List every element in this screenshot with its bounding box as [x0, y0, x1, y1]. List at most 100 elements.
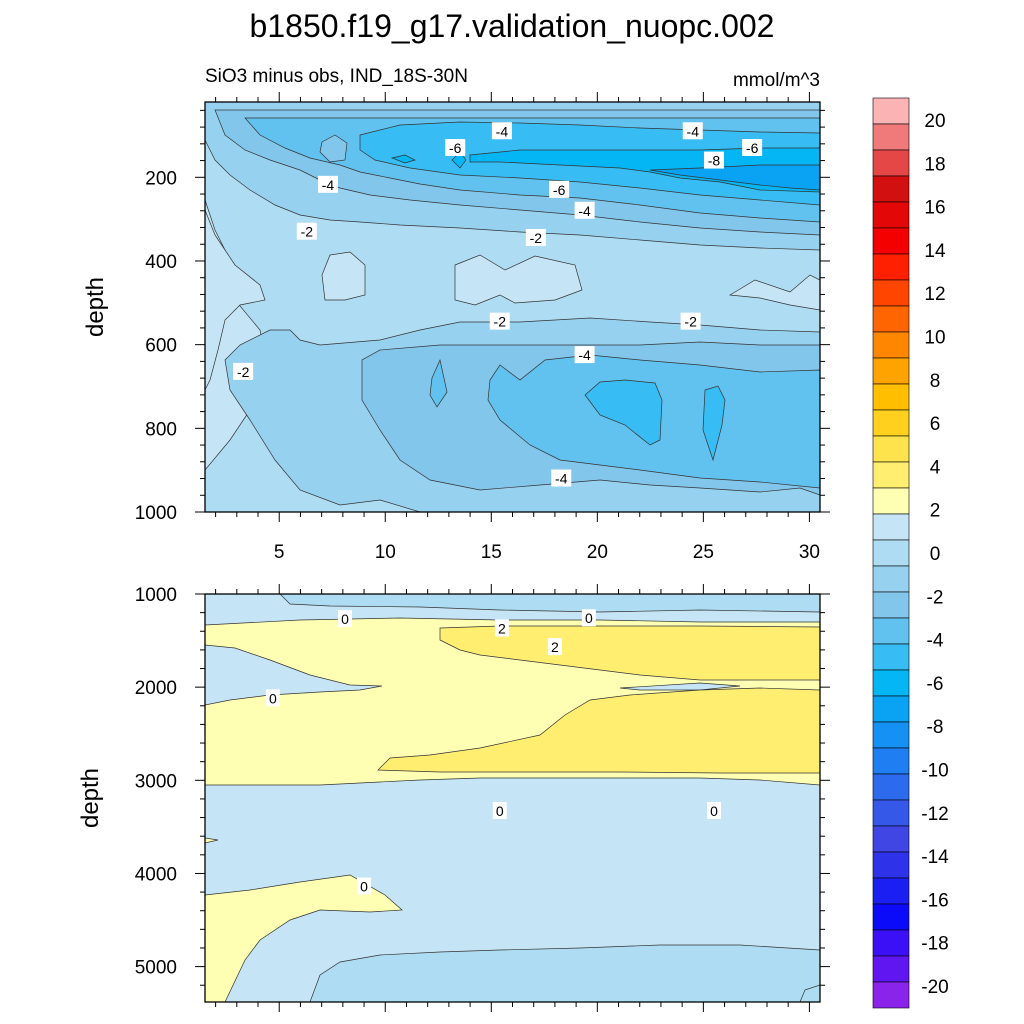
contour-label: -4 [496, 123, 509, 139]
colorbar-swatch [872, 669, 910, 697]
bottom-region-zero-lower [205, 874, 403, 1002]
x-tick-label: 30 [799, 542, 820, 563]
colorbar-label: 20 [924, 111, 945, 132]
colorbar-label: 0 [930, 544, 941, 565]
colorbar-swatch [872, 903, 910, 931]
contour-label-bg [525, 228, 546, 246]
contour-label: -6 [746, 140, 759, 156]
contour-label: -6 [449, 140, 462, 156]
top-contour-fill [205, 102, 820, 512]
top-region-small-patch2 [390, 154, 416, 164]
contour-label-bg [296, 222, 317, 240]
contour-label-bg [706, 802, 721, 820]
colorbar-label: -6 [927, 674, 944, 695]
y-tick-label: 1000 [135, 585, 177, 606]
contour-label-bg [445, 139, 466, 157]
contour-label-bg [357, 877, 372, 895]
colorbar-label: 16 [924, 198, 945, 219]
colorbar-label: -20 [921, 977, 948, 998]
colorbar-swatch [872, 513, 910, 541]
colorbar-label: -10 [921, 761, 948, 782]
contour-label-bg [547, 638, 562, 656]
contour-label: -2 [301, 224, 314, 240]
top-ylabel: depth [82, 277, 109, 337]
bottom-region-zero-tiny [205, 837, 219, 844]
colorbar-swatch [872, 799, 910, 827]
colorbar-swatch [872, 747, 910, 775]
top-panel: SiO3 minus obs, IND_18S-30N mmol/m^3 [82, 66, 830, 563]
x-tick-label: 5 [274, 542, 285, 563]
x-tick-label: 10 [375, 542, 396, 563]
colorbar-swatch [872, 227, 910, 255]
chart-title: b1850.f19_g17.validation_nuopc.002 [250, 8, 775, 44]
contour-label: -4 [687, 123, 700, 139]
contour-label-bg [337, 610, 352, 628]
colorbar-swatch [872, 851, 910, 879]
bottom-region-small-blue1 [205, 644, 383, 706]
top-region-deep-patch1 [584, 379, 663, 446]
colorbar-label: -4 [927, 631, 944, 652]
contour-label: 0 [269, 690, 277, 706]
colorbar: 20181614121086420-2-4-6-8-10-12-14-16-18… [872, 97, 949, 1009]
x-tick-label: 15 [481, 542, 502, 563]
top-contour-labels: -4 -4 -6 -6 -8 -4 -6 -4 -2 -2 -2 -2 -4 -2 -4 [233, 122, 763, 487]
contour-label-bg [742, 139, 763, 157]
y-tick-label: 1000 [135, 503, 177, 524]
contour-label-bg [682, 122, 703, 140]
colorbar-swatch [872, 461, 910, 489]
contour-label-bg [549, 180, 570, 198]
colorbar-label: 12 [924, 284, 945, 305]
contour-label: -6 [553, 182, 566, 198]
bottom-contour-labels: 0 0 2 2 0 0 0 0 [265, 609, 721, 895]
colorbar-swatch [872, 123, 910, 151]
contour-label: 0 [360, 878, 368, 894]
colorbar-swatch [872, 721, 910, 749]
colorbar-label: -18 [921, 934, 948, 955]
y-tick-label: 400 [145, 252, 177, 273]
contour-label: 0 [496, 803, 504, 819]
contour-label: 0 [585, 610, 593, 626]
contour-label-bg [551, 469, 572, 487]
colorbar-swatch [872, 591, 910, 619]
y-tick-label: 200 [145, 168, 177, 189]
colorbar-label: 8 [930, 371, 941, 392]
colorbar-swatch [872, 149, 910, 177]
contour-label: -4 [578, 203, 591, 219]
colorbar-swatch [872, 773, 910, 801]
colorbar-label: -16 [921, 890, 948, 911]
colorbar-label: -12 [921, 804, 948, 825]
contour-label: -2 [494, 314, 507, 330]
contour-label: 2 [551, 639, 559, 655]
colorbar-swatch [872, 825, 910, 853]
y-tick-label: 4000 [135, 864, 177, 885]
colorbar-swatch [872, 617, 910, 645]
contour-label-bg [318, 175, 338, 193]
top-region-left-light [205, 209, 266, 391]
y-tick-label: 2000 [135, 678, 177, 699]
contour-label: -4 [555, 471, 568, 487]
colorbar-label: -14 [921, 847, 949, 868]
contour-label-bg [574, 201, 595, 219]
colorbar-swatch [872, 955, 910, 983]
contour-label-bg [492, 802, 507, 820]
contour-label-bg [581, 609, 596, 627]
top-region-m9-upper [649, 164, 820, 191]
y-tick-label: 5000 [135, 958, 177, 979]
bottom-region-two-lower [377, 687, 820, 774]
colorbar-label: -2 [927, 587, 944, 608]
colorbar-swatch [872, 877, 910, 905]
contour-label-bg [574, 346, 595, 364]
bottom-region-small-blue2 [619, 682, 741, 691]
top-subtitle-right: mmol/m^3 [733, 70, 820, 91]
colorbar-label: 2 [930, 501, 941, 522]
colorbar-swatch [872, 357, 910, 385]
top-region-deep-patch2 [702, 385, 726, 462]
bottom-contour-fill [205, 594, 820, 1002]
colorbar-swatch [872, 305, 910, 333]
bottom-ylabel: depth [77, 768, 104, 828]
top-axes: 5 10 15 20 25 30 200 400 600 800 1000 [135, 92, 830, 563]
colorbar-label: 6 [930, 414, 941, 435]
contour-label-bg [703, 151, 724, 169]
